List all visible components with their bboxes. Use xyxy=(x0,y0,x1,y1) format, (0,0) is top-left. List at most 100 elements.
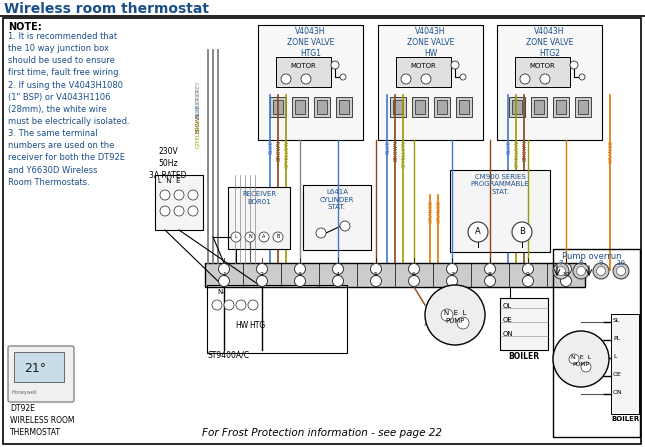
Text: MOTOR: MOTOR xyxy=(530,63,555,69)
Bar xyxy=(317,100,327,114)
Bar xyxy=(553,249,640,437)
Circle shape xyxy=(553,263,569,279)
Circle shape xyxy=(613,263,629,279)
Text: 7: 7 xyxy=(559,260,563,266)
Circle shape xyxy=(408,263,419,274)
Bar xyxy=(396,57,451,87)
Text: N  E  L
PUMP: N E L PUMP xyxy=(571,355,591,367)
Circle shape xyxy=(248,300,258,310)
Circle shape xyxy=(331,61,339,69)
Circle shape xyxy=(273,232,283,242)
Text: V4043H
ZONE VALVE
HW: V4043H ZONE VALVE HW xyxy=(407,27,454,58)
Bar xyxy=(336,97,352,117)
Bar xyxy=(509,97,525,117)
Circle shape xyxy=(441,309,453,321)
Circle shape xyxy=(295,275,306,287)
Circle shape xyxy=(570,61,578,69)
Circle shape xyxy=(593,263,609,279)
Circle shape xyxy=(219,275,230,287)
Circle shape xyxy=(597,266,606,275)
Bar xyxy=(512,100,522,114)
Circle shape xyxy=(245,232,255,242)
Circle shape xyxy=(219,263,230,274)
Circle shape xyxy=(340,74,346,80)
FancyBboxPatch shape xyxy=(8,346,74,402)
Circle shape xyxy=(446,263,457,274)
Bar xyxy=(553,97,569,117)
Circle shape xyxy=(573,263,589,279)
Text: N: N xyxy=(248,235,252,240)
Text: BOILER: BOILER xyxy=(611,416,639,422)
Text: RECEIVER
BOR01: RECEIVER BOR01 xyxy=(242,191,276,204)
Circle shape xyxy=(370,275,381,287)
Circle shape xyxy=(484,275,495,287)
Text: G/YELLOW: G/YELLOW xyxy=(401,140,406,168)
Circle shape xyxy=(581,362,591,372)
Circle shape xyxy=(236,300,246,310)
Bar xyxy=(459,100,469,114)
Text: V4043H
ZONE VALVE
HTG1: V4043H ZONE VALVE HTG1 xyxy=(287,27,334,58)
Circle shape xyxy=(281,74,291,84)
Text: PL: PL xyxy=(613,336,620,341)
Text: GREY: GREY xyxy=(195,80,201,95)
Bar xyxy=(450,170,550,252)
Text: BROWN: BROWN xyxy=(393,140,399,161)
Bar xyxy=(295,100,305,114)
Bar xyxy=(292,97,308,117)
Bar xyxy=(437,100,447,114)
Circle shape xyxy=(295,263,306,274)
Text: N-: N- xyxy=(217,289,224,295)
Circle shape xyxy=(561,263,571,274)
Circle shape xyxy=(333,263,344,274)
Text: G/YELLOW: G/YELLOW xyxy=(284,140,290,168)
Text: L641A
CYLINDER
STAT.: L641A CYLINDER STAT. xyxy=(320,189,354,210)
Text: G/YELLOW: G/YELLOW xyxy=(195,120,201,148)
Circle shape xyxy=(522,275,533,287)
Bar xyxy=(207,285,347,353)
Circle shape xyxy=(557,266,566,275)
Bar xyxy=(578,100,588,114)
Text: BROWN: BROWN xyxy=(522,140,528,161)
Text: BLUE: BLUE xyxy=(506,140,511,154)
Bar xyxy=(228,187,290,249)
Bar xyxy=(515,57,570,87)
Bar xyxy=(314,97,330,117)
Text: MOTOR: MOTOR xyxy=(411,63,437,69)
Circle shape xyxy=(457,317,469,329)
Bar xyxy=(611,314,639,414)
Text: HTG: HTG xyxy=(249,321,265,330)
Bar xyxy=(339,100,349,114)
Bar xyxy=(456,97,472,117)
Text: Pump overrun: Pump overrun xyxy=(562,252,621,261)
Text: L  N  E: L N E xyxy=(158,178,181,184)
Circle shape xyxy=(188,206,198,216)
Text: SL: SL xyxy=(613,318,620,323)
Circle shape xyxy=(174,206,184,216)
Bar xyxy=(303,185,371,250)
Text: ORANGE: ORANGE xyxy=(608,140,613,163)
Circle shape xyxy=(259,232,269,242)
Text: G/YELLOW: G/YELLOW xyxy=(515,140,519,168)
Text: 5: 5 xyxy=(374,271,378,277)
Circle shape xyxy=(408,275,419,287)
Circle shape xyxy=(484,263,495,274)
Circle shape xyxy=(257,275,268,287)
Text: B: B xyxy=(519,228,525,236)
Text: V4043H
ZONE VALVE
HTG2: V4043H ZONE VALVE HTG2 xyxy=(526,27,573,58)
Circle shape xyxy=(617,266,626,275)
Text: 8: 8 xyxy=(488,271,492,277)
Text: 7: 7 xyxy=(450,271,454,277)
Circle shape xyxy=(553,331,609,387)
Circle shape xyxy=(316,228,326,238)
Text: L: L xyxy=(235,235,237,240)
Circle shape xyxy=(160,190,170,200)
Bar xyxy=(500,298,548,350)
Text: BLUE: BLUE xyxy=(386,140,390,154)
Text: 21°: 21° xyxy=(24,362,46,375)
Circle shape xyxy=(451,61,459,69)
Circle shape xyxy=(522,263,533,274)
Bar xyxy=(575,97,591,117)
Text: 10: 10 xyxy=(562,271,570,277)
Bar xyxy=(390,97,406,117)
Text: HW: HW xyxy=(235,321,248,330)
